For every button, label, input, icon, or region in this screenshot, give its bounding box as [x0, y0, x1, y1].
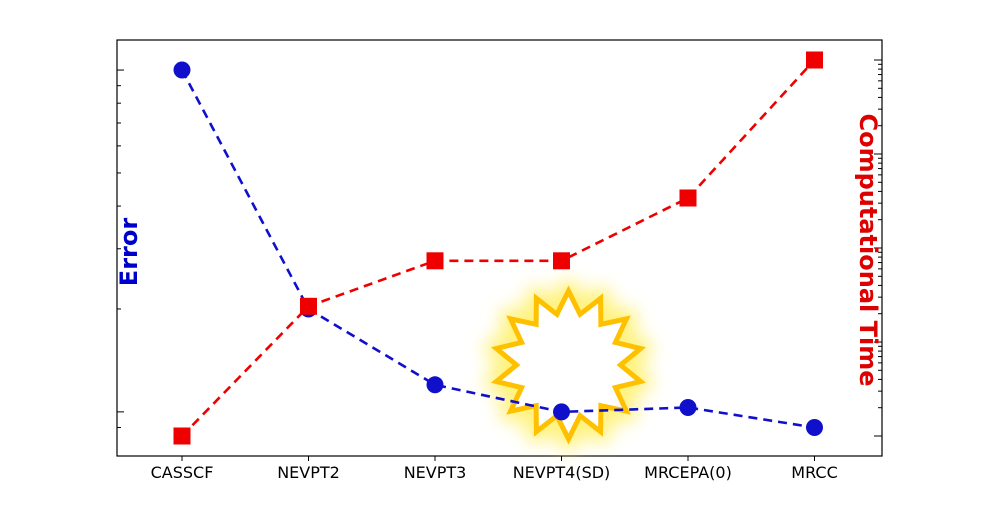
highlight-star	[490, 285, 647, 445]
left-axis-ticks	[117, 69, 124, 429]
series-2-point	[300, 297, 317, 315]
highlight-starburst	[485, 280, 652, 450]
right-axis-ticks	[874, 59, 882, 437]
y-axis-right-label: Computational Time	[854, 114, 882, 387]
series-2-point	[553, 252, 570, 270]
plot-frame	[116, 39, 883, 457]
series-1-point	[173, 61, 191, 79]
series-2-point	[426, 252, 444, 270]
series-1-point	[426, 376, 444, 394]
y-axis-left-label: Error	[115, 218, 143, 287]
x-tick-label: NEVPT3	[404, 463, 467, 482]
series-2-point	[173, 427, 191, 445]
series-1-line	[180, 69, 815, 429]
series-1-point	[806, 419, 823, 436]
series-1-point	[553, 403, 570, 421]
x-tick-labels: CASSCF NEVPT2 NEVPT3 NEVPT4(SD) MRCEPA(0) MRC…	[151, 456, 838, 482]
x-tick-label: CASSCF	[151, 463, 214, 482]
x-tick-label: MRCC	[791, 463, 837, 482]
x-tick-label: MRCEPA(0)	[644, 463, 732, 482]
series-2-line	[181, 59, 816, 437]
series-2-point	[679, 189, 697, 207]
series-1-point	[679, 399, 697, 416]
series-layer	[173, 51, 823, 445]
x-tick-label: NEVPT4(SD)	[513, 463, 611, 482]
series-2-point	[806, 51, 823, 69]
x-tick-label: NEVPT2	[277, 463, 340, 482]
